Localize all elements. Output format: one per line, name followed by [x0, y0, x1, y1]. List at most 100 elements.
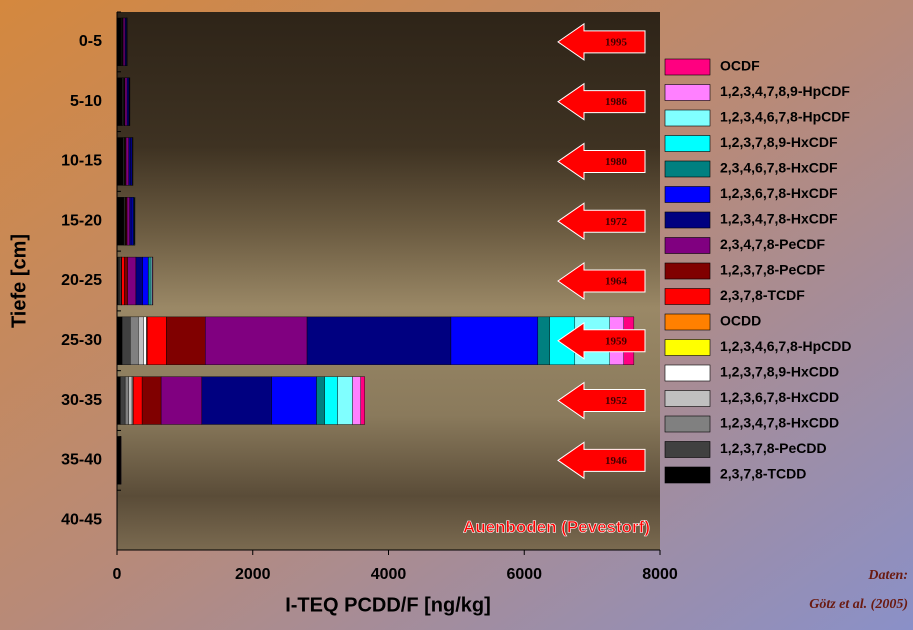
y-axis-label: Tiefe [cm] — [8, 234, 30, 328]
bar-segment — [124, 257, 127, 305]
legend-label: 1,2,3,4,7,8-HxCDD — [720, 415, 839, 431]
bar-segment — [125, 78, 127, 126]
legend-label: 1,2,3,7,8,9-HxCDD — [720, 364, 839, 380]
bar-segment — [118, 257, 119, 305]
bar-segment — [132, 197, 133, 245]
legend-label: 2,3,4,6,7,8-HxCDF — [720, 160, 838, 176]
y-tick-label: 35-40 — [61, 452, 102, 469]
legend-label: 1,2,3,4,7,8,9-HpCDF — [720, 83, 850, 99]
legend-label: 1,2,3,6,7,8-HxCDD — [720, 389, 839, 405]
y-tick-label: 15-20 — [61, 212, 102, 229]
source: Daten: — [867, 568, 908, 583]
annotation: Auenboden (Pevestorf) — [463, 517, 650, 536]
y-tick-label: 20-25 — [61, 272, 102, 289]
bar-segment — [131, 377, 132, 425]
legend-swatch — [665, 136, 710, 152]
bar-segment — [161, 377, 202, 425]
bar-segment — [120, 377, 125, 425]
bar-segment — [117, 197, 124, 245]
x-tick-label: 0 — [113, 566, 122, 583]
bar-segment — [128, 257, 136, 305]
source: Götz et al. (2005) — [809, 597, 908, 612]
legend-label: 1,2,3,7,8-PeCDF — [720, 262, 825, 278]
legend-label: OCDD — [720, 313, 761, 329]
bar-segment — [136, 257, 143, 305]
year-label: 1959 — [605, 335, 628, 347]
bar-segment — [126, 138, 129, 186]
legend-label: 2,3,7,8-TCDF — [720, 287, 805, 303]
bar-segment — [272, 377, 317, 425]
legend-swatch — [665, 59, 710, 75]
bar-segment — [166, 317, 205, 365]
legend-swatch — [665, 238, 710, 254]
year-label: 1995 — [605, 36, 628, 48]
bar-segment — [361, 377, 365, 425]
legend-label: 1,2,3,4,7,8-HxCDF — [720, 211, 838, 227]
year-label: 1946 — [605, 455, 628, 467]
bar-segment — [129, 377, 132, 425]
legend-label: 1,2,3,7,8,9-HxCDF — [720, 134, 838, 150]
bar-segment — [538, 317, 550, 365]
legend-label: 1,2,3,4,6,7,8-HpCDD — [720, 338, 852, 354]
bar-segment — [123, 18, 125, 66]
bar-segment — [117, 18, 121, 66]
bar-segment — [325, 377, 338, 425]
bar-segment — [127, 197, 130, 245]
y-tick-label: 10-15 — [61, 153, 102, 170]
bar-segment — [122, 317, 130, 365]
x-tick-label: 8000 — [642, 566, 678, 583]
bar-segment — [130, 317, 138, 365]
x-axis-label: I-TEQ PCDD/F [ng/kg] — [285, 594, 491, 616]
y-tick-label: 0-5 — [79, 33, 102, 50]
bar-segment — [142, 377, 161, 425]
bar-segment — [117, 138, 123, 186]
bar-segment — [143, 257, 148, 305]
bar-segment — [117, 436, 120, 484]
y-tick-label: 25-30 — [61, 332, 102, 349]
legend-swatch — [665, 340, 710, 356]
year-label: 1980 — [605, 156, 628, 168]
bar-segment — [151, 257, 152, 305]
legend-swatch — [665, 161, 710, 177]
bar-segment — [205, 317, 307, 365]
bar-segment — [451, 317, 538, 365]
year-label: 1972 — [605, 216, 628, 228]
year-label: 1952 — [605, 395, 628, 407]
legend-swatch — [665, 314, 710, 330]
bar-segment — [133, 377, 142, 425]
legend-swatch — [665, 110, 710, 126]
bar-segment — [143, 317, 146, 365]
bar-segment — [117, 377, 120, 425]
x-tick-label: 6000 — [506, 566, 542, 583]
bar-segment — [117, 317, 122, 365]
legend-swatch — [665, 442, 710, 458]
legend-swatch — [665, 263, 710, 279]
bar-segment — [338, 377, 353, 425]
legend-label: 1,2,3,7,8-PeCDD — [720, 440, 827, 456]
bar-segment — [147, 317, 166, 365]
legend-swatch — [665, 467, 710, 483]
bar-segment — [125, 377, 128, 425]
x-tick-label: 2000 — [235, 566, 271, 583]
bar-segment — [127, 78, 128, 126]
bar-segment — [130, 197, 132, 245]
bar-segment — [122, 257, 125, 305]
bar-segment — [129, 138, 131, 186]
legend-swatch — [665, 187, 710, 203]
bar-segment — [353, 377, 361, 425]
bar-segment — [317, 377, 325, 425]
bar-segment — [138, 317, 143, 365]
year-label: 1964 — [605, 276, 628, 288]
y-tick-label: 30-35 — [61, 392, 102, 409]
legend-label: 1,2,3,6,7,8-HxCDF — [720, 185, 838, 201]
bar-segment — [149, 257, 150, 305]
y-tick-label: 40-45 — [61, 511, 102, 528]
legend-swatch — [665, 416, 710, 432]
legend-swatch — [665, 212, 710, 228]
legend-swatch — [665, 289, 710, 305]
legend-swatch — [665, 85, 710, 101]
y-tick-label: 5-10 — [70, 93, 102, 110]
bar-segment — [117, 78, 122, 126]
legend-label: 2,3,7,8-TCDD — [720, 466, 806, 482]
bar-segment — [117, 257, 118, 305]
